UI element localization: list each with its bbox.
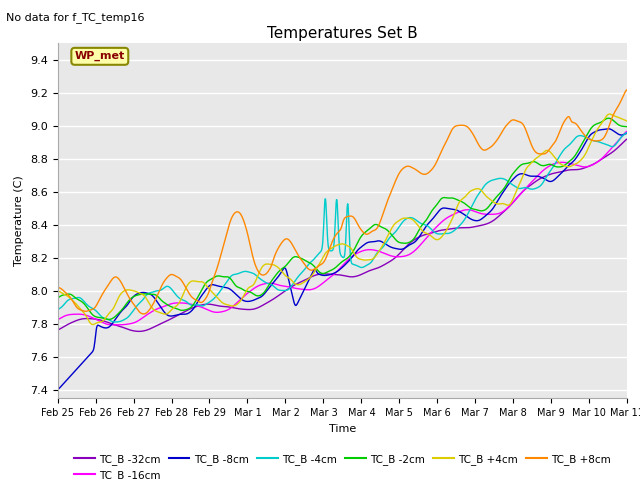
- Y-axis label: Temperature (C): Temperature (C): [15, 175, 24, 266]
- Line: TC_B -4cm: TC_B -4cm: [58, 132, 627, 322]
- Legend: TC_B -32cm, TC_B -16cm, TC_B -8cm, TC_B -4cm, TC_B -2cm, TC_B +4cm, TC_B +8cm: TC_B -32cm, TC_B -16cm, TC_B -8cm, TC_B …: [70, 450, 615, 480]
- Line: TC_B -32cm: TC_B -32cm: [58, 139, 627, 331]
- X-axis label: Time: Time: [329, 424, 356, 433]
- Line: TC_B -2cm: TC_B -2cm: [58, 118, 627, 319]
- Line: TC_B +4cm: TC_B +4cm: [58, 114, 627, 324]
- Text: WP_met: WP_met: [75, 51, 125, 61]
- Line: TC_B +8cm: TC_B +8cm: [58, 90, 627, 314]
- Line: TC_B -8cm: TC_B -8cm: [58, 129, 627, 389]
- Title: Temperatures Set B: Temperatures Set B: [267, 25, 418, 41]
- Text: No data for f_TC_temp16: No data for f_TC_temp16: [6, 12, 145, 23]
- Line: TC_B -16cm: TC_B -16cm: [58, 131, 627, 325]
